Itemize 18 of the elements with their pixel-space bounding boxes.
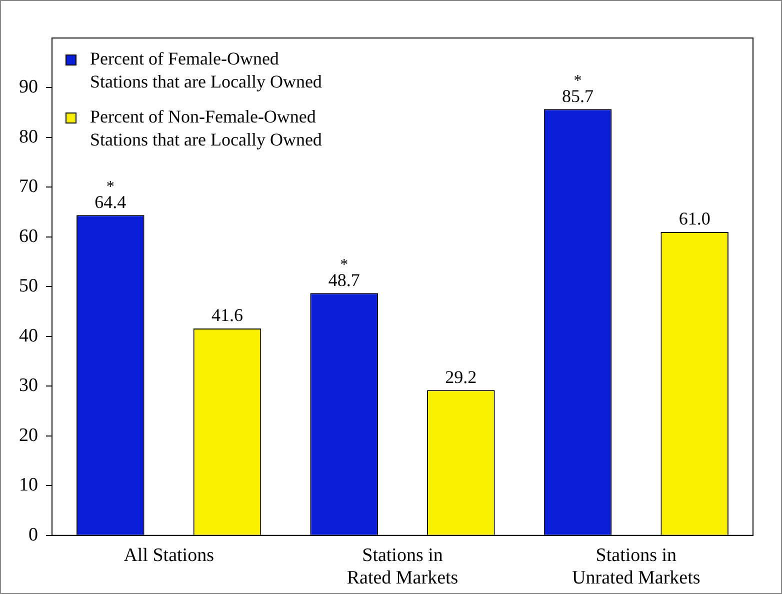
x-tick-label: Stations in Unrated Markets bbox=[572, 544, 700, 589]
data-label: 29.2 bbox=[445, 366, 477, 387]
legend-label: Percent of Female-Owned Stations that are Locally Owned bbox=[90, 48, 322, 92]
y-tick-label: 60 bbox=[19, 226, 38, 247]
y-tick-label: 80 bbox=[19, 126, 38, 148]
y-tick-label: 10 bbox=[19, 474, 38, 496]
y-tick-label: 30 bbox=[19, 375, 38, 396]
y-tick-label: 70 bbox=[19, 176, 38, 198]
y-tick-label: 50 bbox=[19, 276, 38, 297]
y-tick-label: 40 bbox=[19, 325, 38, 346]
y-tick-label: 20 bbox=[19, 424, 38, 446]
x-tick-label: All Stations bbox=[124, 544, 214, 566]
y-tick-label: 0 bbox=[28, 524, 38, 546]
legend-label: Percent of Non-Female-Owned Stations that are Locally Owned bbox=[90, 106, 322, 150]
data-label: 41.6 bbox=[212, 305, 243, 326]
y-tick-label: 90 bbox=[19, 76, 38, 98]
x-tick-label: Stations in Rated Markets bbox=[346, 544, 458, 589]
data-label: 61.0 bbox=[678, 208, 710, 229]
